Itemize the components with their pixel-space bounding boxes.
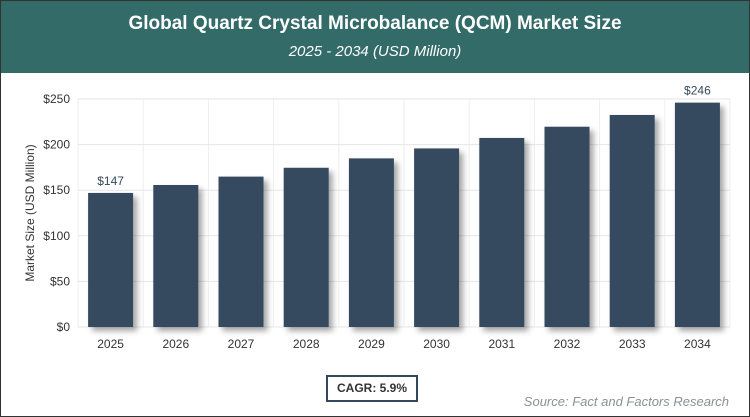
x-tick-label: 2033 bbox=[619, 337, 646, 351]
bar-2028 bbox=[283, 167, 329, 327]
bar-2031 bbox=[479, 137, 525, 327]
bar-2030 bbox=[414, 148, 460, 327]
x-tick-label: 2027 bbox=[228, 337, 255, 351]
bar-2034 bbox=[674, 102, 720, 327]
source-note: Source: Fact and Factors Research bbox=[523, 394, 729, 409]
bar-2029 bbox=[348, 158, 394, 327]
y-tick-label: $200 bbox=[43, 138, 70, 152]
bar-2027 bbox=[218, 176, 264, 327]
bar-2025 bbox=[88, 192, 134, 327]
x-tick-label: 2029 bbox=[358, 337, 385, 351]
chart-title: Global Quartz Crystal Microbalance (QCM)… bbox=[128, 13, 622, 34]
x-tick-label: 2034 bbox=[684, 337, 711, 351]
cagr-badge: CAGR: 5.9% bbox=[326, 375, 418, 402]
y-axis-label: Market Size (USD Million) bbox=[23, 144, 37, 281]
x-tick-label: 2025 bbox=[97, 337, 124, 351]
bar-2026 bbox=[153, 185, 199, 327]
bar-2032 bbox=[544, 126, 590, 328]
data-label: $147 bbox=[97, 174, 124, 188]
x-tick-label: 2031 bbox=[488, 337, 515, 351]
header: Global Quartz Crystal Microbalance (QCM)… bbox=[1, 1, 749, 73]
y-tick-label: $100 bbox=[43, 229, 70, 243]
x-tick-label: 2026 bbox=[162, 337, 189, 351]
x-tick-label: 2032 bbox=[554, 337, 581, 351]
y-tick-label: $250 bbox=[43, 92, 70, 106]
chart-subtitle: 2025 - 2034 (USD Million) bbox=[288, 43, 462, 60]
y-tick-label: $0 bbox=[57, 320, 71, 334]
bar-2033 bbox=[609, 114, 655, 328]
x-tick-label: 2028 bbox=[293, 337, 320, 351]
y-tick-label: $50 bbox=[50, 274, 70, 288]
x-tick-label: 2030 bbox=[423, 337, 450, 351]
y-tick-label: $150 bbox=[43, 183, 70, 197]
data-label: $246 bbox=[684, 84, 711, 98]
